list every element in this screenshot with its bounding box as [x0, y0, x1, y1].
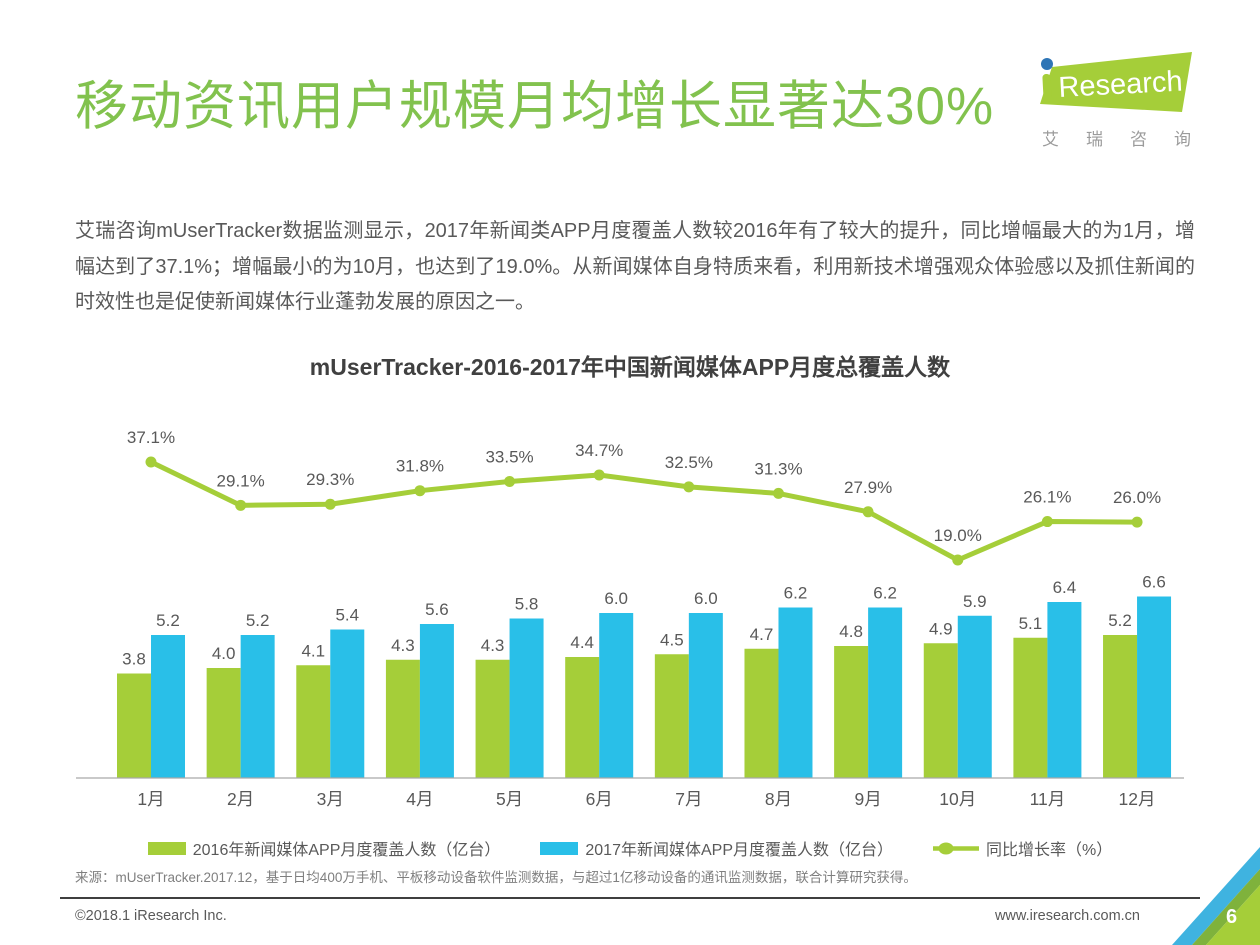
- svg-text:6.2: 6.2: [873, 584, 897, 603]
- website-text: www.iresearch.com.cn: [994, 908, 1140, 924]
- legend-line-marker-icon: [933, 842, 979, 854]
- svg-text:33.5%: 33.5%: [485, 447, 533, 466]
- legend-label-2016: 2016年新闻媒体APP月度覆盖人数（亿台）: [192, 842, 501, 859]
- corner-blue-stripe: [1172, 847, 1260, 945]
- svg-text:29.1%: 29.1%: [217, 471, 265, 490]
- svg-text:4.4: 4.4: [570, 633, 594, 652]
- svg-text:4.5: 4.5: [660, 630, 684, 649]
- svg-text:6.4: 6.4: [1053, 578, 1077, 597]
- chart-legend: 2016年新闻媒体APP月度覆盖人数（亿台） 2017年新闻媒体APP月度覆盖人…: [0, 836, 1260, 860]
- svg-text:37.1%: 37.1%: [127, 428, 175, 447]
- svg-text:11月: 11月: [1030, 789, 1066, 809]
- svg-text:4.8: 4.8: [839, 622, 863, 641]
- svg-text:5.6: 5.6: [425, 600, 449, 619]
- svg-text:26.0%: 26.0%: [1113, 488, 1161, 507]
- bar-line-chart: 3.8 5.2 1月 4.0 5.2 2月 4.1 5.4 3月 4.3 5.6 4月 4.3 5.8 5月…: [76, 428, 1184, 809]
- svg-text:6.2: 6.2: [784, 584, 808, 603]
- svg-text:6月: 6月: [586, 789, 613, 809]
- svg-text:32.5%: 32.5%: [665, 453, 713, 472]
- svg-text:5.1: 5.1: [1019, 614, 1043, 633]
- chart-title: mUserTracker-2016-2017年中国新闻媒体APP月度总覆盖人数: [309, 354, 951, 380]
- svg-text:31.8%: 31.8%: [396, 457, 444, 476]
- logo-cn-label: 艾瑞咨询: [1042, 130, 1218, 149]
- logo-i-dot: [1041, 58, 1053, 70]
- source-note: 来源：mUserTracker.2017.12，基于日均400万手机、平板移动设…: [75, 870, 917, 885]
- svg-text:12月: 12月: [1119, 789, 1156, 809]
- svg-text:4.7: 4.7: [750, 625, 774, 644]
- svg-text:5.4: 5.4: [335, 606, 359, 625]
- page-title: 移动资讯用户规模月均增长显著达30%: [75, 77, 995, 136]
- svg-text:34.7%: 34.7%: [575, 441, 623, 460]
- svg-text:5.8: 5.8: [515, 595, 539, 614]
- legend-label-growth: 同比增长率（%）: [986, 842, 1113, 859]
- svg-text:4.3: 4.3: [481, 636, 505, 655]
- svg-text:5月: 5月: [496, 789, 523, 809]
- svg-text:1月: 1月: [137, 789, 164, 809]
- iresearch-logo-icon: Research: [1040, 52, 1192, 112]
- svg-text:5.2: 5.2: [1108, 611, 1132, 630]
- svg-text:9月: 9月: [855, 789, 882, 809]
- corner-green-triangle: [1206, 885, 1260, 945]
- legend-item-growth: 同比增长率（%）: [933, 836, 1112, 860]
- corner-decoration: 6: [1172, 847, 1260, 945]
- legend-swatch-2016: [147, 841, 186, 855]
- svg-text:6.6: 6.6: [1142, 573, 1166, 592]
- svg-text:27.9%: 27.9%: [844, 478, 892, 497]
- intro-paragraph: 艾瑞咨询mUserTracker数据监测显示，2017年新闻类APP月度覆盖人数…: [75, 220, 1195, 314]
- svg-text:5.2: 5.2: [156, 611, 180, 630]
- legend-label-2017: 2017年新闻媒体APP月度覆盖人数（亿台）: [585, 842, 893, 859]
- chart-area: 3.8 5.2 1月 4.0 5.2 2月 4.1 5.4 3月 4.3 5.6 4月 4.3 5.8 5月…: [70, 398, 1190, 818]
- legend-swatch-2017: [540, 841, 579, 855]
- svg-text:29.3%: 29.3%: [306, 470, 354, 489]
- svg-text:3.8: 3.8: [122, 650, 146, 669]
- corner-dark-green-stripe: [1192, 869, 1260, 945]
- svg-text:26.1%: 26.1%: [1023, 488, 1071, 507]
- svg-text:6.0: 6.0: [604, 589, 628, 608]
- logo-brand-text: Research: [1058, 66, 1184, 104]
- svg-text:5.2: 5.2: [246, 611, 270, 630]
- svg-text:2月: 2月: [227, 789, 254, 809]
- svg-text:7月: 7月: [675, 789, 702, 809]
- footer-divider: [60, 897, 1200, 899]
- svg-text:4.0: 4.0: [212, 644, 236, 663]
- svg-text:4.1: 4.1: [301, 641, 325, 660]
- iresearch-logo: Research 艾瑞咨询: [1026, 52, 1198, 150]
- legend-item-2016: 2016年新闻媒体APP月度覆盖人数（亿台）: [147, 836, 501, 860]
- svg-text:4月: 4月: [406, 789, 433, 809]
- svg-text:6.0: 6.0: [694, 589, 718, 608]
- svg-text:31.3%: 31.3%: [754, 459, 802, 478]
- copyright-text: ©2018.1 iResearch Inc.: [75, 908, 227, 924]
- page-number: 6: [1226, 906, 1237, 928]
- svg-text:3月: 3月: [317, 789, 344, 809]
- svg-text:4.9: 4.9: [929, 619, 953, 638]
- svg-text:19.0%: 19.0%: [934, 526, 982, 545]
- svg-text:5.9: 5.9: [963, 592, 987, 611]
- svg-text:4.3: 4.3: [391, 636, 415, 655]
- legend-item-2017: 2017年新闻媒体APP月度覆盖人数（亿台）: [540, 836, 893, 860]
- svg-text:10月: 10月: [939, 789, 976, 809]
- svg-text:8月: 8月: [765, 789, 792, 809]
